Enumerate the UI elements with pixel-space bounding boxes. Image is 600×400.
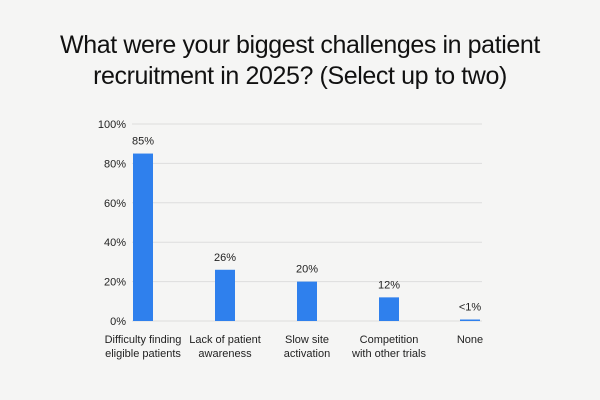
category-label: Competition [360,334,419,346]
chart-title-line-1: What were your biggest challenges in pat… [60,31,540,59]
data-label: 20% [296,264,318,276]
bar [379,297,399,321]
bar [133,153,153,321]
category-label: activation [284,348,330,360]
chart-title: What were your biggest challenges in pat… [0,30,600,92]
category-label: Slow site [285,334,329,346]
y-tick-label: 100% [98,119,126,131]
y-tick-label: 40% [104,237,126,249]
data-labels: 85% 26% 20% 12% <1% [132,136,481,314]
data-label: <1% [459,302,482,314]
bar [460,319,480,321]
bar [215,269,235,321]
y-tick-label: 20% [104,277,126,289]
bars [133,153,480,321]
bar [297,281,317,321]
category-label: Difficulty finding [105,334,182,346]
category-labels: Difficulty finding eligible patients Lack … [105,334,484,360]
y-tick-label: 60% [104,198,126,210]
chart-title-line-2: recruitment in 2025? (Select up to two) [93,62,507,90]
y-tick-label: 80% [104,158,126,170]
category-label: awareness [198,348,252,360]
category-label: with other trials [351,348,426,360]
y-axis-tick-labels: 0% 20% 40% 60% 80% 100% [98,119,126,328]
data-label: 12% [378,279,400,291]
data-label: 85% [132,136,154,148]
category-label: Lack of patient [189,334,261,346]
y-tick-label: 0% [110,316,126,328]
data-label: 26% [214,252,236,264]
category-label: eligible patients [105,348,181,360]
category-label: None [457,334,483,346]
